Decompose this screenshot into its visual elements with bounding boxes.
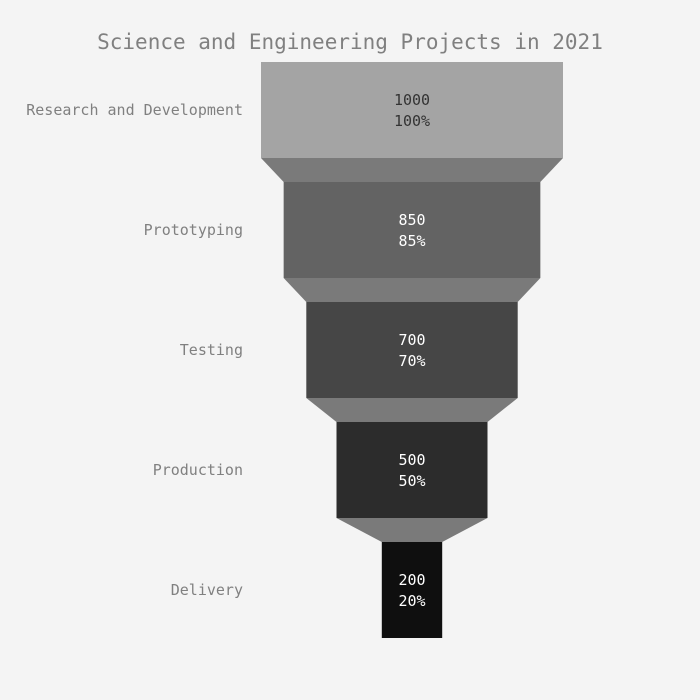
- bar-percent-label: 100%: [394, 112, 430, 130]
- stage-label: Research and Development: [26, 101, 243, 119]
- bar-percent-label: 20%: [398, 592, 425, 610]
- funnel-bar: [306, 302, 518, 398]
- funnel-bar: [336, 422, 488, 518]
- stage-label: Delivery: [171, 581, 243, 599]
- bar-value-label: 700: [398, 331, 425, 349]
- stage-label: Production: [153, 461, 243, 479]
- funnel-bar: [261, 62, 563, 158]
- bar-percent-label: 50%: [398, 472, 425, 490]
- bar-value-label: 200: [398, 571, 425, 589]
- funnel-bar: [381, 542, 443, 638]
- chart-title: Science and Engineering Projects in 2021: [97, 30, 603, 54]
- bar-percent-label: 70%: [398, 352, 425, 370]
- bar-percent-label: 85%: [398, 232, 425, 250]
- funnel-connector: [283, 278, 541, 302]
- funnel-connector: [336, 518, 488, 542]
- stage-label: Prototyping: [144, 221, 243, 239]
- funnel-bar: [283, 182, 541, 278]
- bar-value-label: 850: [398, 211, 425, 229]
- bar-value-label: 1000: [394, 91, 430, 109]
- stage-label: Testing: [180, 341, 243, 359]
- funnel-connector: [261, 158, 563, 182]
- bar-value-label: 500: [398, 451, 425, 469]
- funnel-connector: [306, 398, 518, 422]
